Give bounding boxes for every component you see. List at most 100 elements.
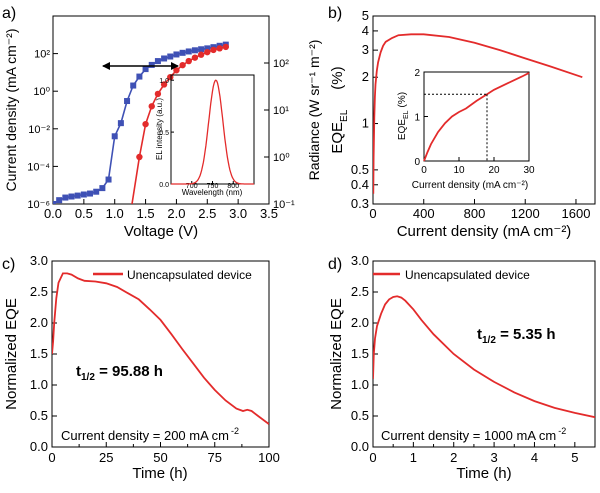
panel-c-ytick-label: 3.0 xyxy=(30,253,48,268)
panel-a-inset-ylabel: EL intensity (a.u.) xyxy=(155,98,164,160)
panel-c-ytick-label: 2.0 xyxy=(30,315,48,330)
panel-a-inset-xtick-label: 700 xyxy=(186,183,198,190)
panel-a-radiance-point xyxy=(148,103,155,110)
panel-a-ytick-label: 10⁻⁴ xyxy=(27,161,50,173)
panel-a-ytick-right-label: 10¹ xyxy=(273,105,289,117)
panel-d-lifetime-value: 5.35 h xyxy=(513,326,556,343)
panel-a-inset-xtick-label: 800 xyxy=(227,183,239,190)
panel-a-radiance-point xyxy=(136,153,143,161)
panel-b-inset-xtick-label: 0 xyxy=(421,165,427,176)
panel-a-chart: 0.0 0.5 1.0 1.5 2.0 2.5 3.0 3.5 10⁻⁶ 10⁻⁴ 10⁻² 10⁰ 1… xyxy=(3,15,322,240)
panel-a-current-line xyxy=(53,43,226,204)
panel-d-current-exp: -2 xyxy=(558,426,566,436)
panel-a-current-point xyxy=(53,201,56,204)
panel-a-ytick-label: 10⁻⁶ xyxy=(27,199,50,211)
panel-a-current-point xyxy=(161,55,168,62)
panel-a-xtick-label: 3.0 xyxy=(229,206,247,221)
panel-a-current-point xyxy=(198,46,205,53)
panel-b-ytick-label: 2 xyxy=(362,69,369,84)
panel-c-lifetime-value: 95.88 h xyxy=(112,363,163,380)
panel-a-xtick-label: 3.5 xyxy=(260,206,278,221)
panel-a-xtick-label: 0.5 xyxy=(75,206,93,221)
panel-a-current-point xyxy=(93,188,100,195)
panel-d-frame xyxy=(372,260,596,448)
panel-a-current-point xyxy=(62,194,69,201)
panel-d-ytick-label: 3.0 xyxy=(351,253,369,268)
panel-a-current-point xyxy=(204,45,211,52)
panel-b-xtick-label: 1600 xyxy=(562,206,591,221)
panel-a-inset-ytick-label: 0.0 xyxy=(159,182,169,189)
panel-c-xtick-label: 25 xyxy=(99,450,113,465)
panel-b-inset-frame xyxy=(423,71,530,162)
panel-a-current-point xyxy=(179,49,186,56)
panel-a-current-point xyxy=(191,47,198,54)
panel-d-eqe-line xyxy=(373,295,595,419)
panel-a-current-point xyxy=(87,190,94,197)
panel-d-ylabel: Normalized EQE xyxy=(328,298,345,410)
panel-a-radiance-point xyxy=(142,120,149,128)
panel-d-xtick-label: 0 xyxy=(369,450,376,465)
panel-b-inset-line xyxy=(423,72,530,162)
panel-d-ytick-label: 0.5 xyxy=(351,408,369,423)
panel-d-ytick-label: 1.0 xyxy=(351,377,369,392)
panel-d-current: Current density = 1000 mA cm -2 xyxy=(381,426,566,443)
panel-d-ytick-label: 2.5 xyxy=(351,284,369,299)
panel-a-current-point xyxy=(68,193,75,200)
panel-b-inset-ytick-label: 0 xyxy=(414,157,420,168)
panel-a-inset-spectrum xyxy=(171,79,254,185)
panel-d-letter: d) xyxy=(328,256,342,273)
panel-d-xtick-label: 1 xyxy=(410,450,417,465)
panel-d-xlabel: Time (h) xyxy=(456,465,511,482)
panel-b-xtick-label: 800 xyxy=(464,206,486,221)
panel-b-xtick-label: 1200 xyxy=(511,206,540,221)
panel-a-current-point xyxy=(56,197,63,204)
panel-c-xtick-label: 75 xyxy=(208,450,222,465)
panel-a-current-point xyxy=(80,191,87,198)
panel-d-ytick-label: 0.0 xyxy=(351,439,369,454)
panel-b-xtick-label: 400 xyxy=(413,206,435,221)
panel-c-ylabel: Normalized EQE xyxy=(3,298,20,410)
panel-a-ytick-label: 10⁰ xyxy=(33,86,50,98)
panel-a-radiance-point xyxy=(216,45,223,52)
panel-a-xtick-label: 1.0 xyxy=(106,206,124,221)
panel-a-inset-ytick-label: 0.5 xyxy=(159,130,169,137)
panel-b-ytick-label: 0.4 xyxy=(351,177,369,192)
panel-a-current-point xyxy=(148,61,155,68)
panel-c-chart: 0 25 50 75 100 0.0 0.5 1.0 1.5 2.0 2.5 3.0 Time (h)… xyxy=(3,253,280,482)
panel-a-radiance-point xyxy=(160,81,168,88)
panel-a-radiance-point xyxy=(173,67,180,74)
panel-a-radiance-point xyxy=(210,46,217,54)
panel-a-current-point xyxy=(99,185,106,192)
panel-d-legend-label: Unencapsulated device xyxy=(405,268,530,282)
panel-d-current-text: Current density = 1000 mA cm xyxy=(381,428,556,443)
panel-c-xlabel: Time (h) xyxy=(132,465,187,482)
panel-b-inset-ytick-label: 2 xyxy=(414,68,420,79)
panel-a-ytick-label: 10² xyxy=(34,49,50,61)
panel-d-ytick-label: 2.0 xyxy=(351,315,369,330)
panel-a-radiance-point xyxy=(197,51,205,58)
panel-a-radiance-point xyxy=(204,48,211,56)
panel-a-ytick-right-label: 10² xyxy=(273,58,289,70)
panel-a-xtick-label: 0.0 xyxy=(44,206,62,221)
panel-b-xtick-label: 0 xyxy=(369,206,376,221)
panel-b-letter: b) xyxy=(328,5,342,22)
panel-a-radiance-line xyxy=(131,46,226,204)
panel-c-frame xyxy=(51,260,270,448)
panel-b-ylabel-text: EQEEL(%) xyxy=(329,66,350,153)
panel-a-current-point xyxy=(130,82,137,89)
panel-b-inset-xtick-label: 30 xyxy=(523,165,535,176)
panel-b-ylabel: EQEEL(%) xyxy=(329,66,350,153)
panel-c-ytick-label: 2.5 xyxy=(30,284,48,299)
panel-d-xtick-label: 4 xyxy=(531,450,538,465)
panel-b-ytick-label: 0.5 xyxy=(351,162,369,177)
panel-b-inset-xtick-label: 10 xyxy=(453,165,465,176)
panel-b-ytick-label: 0.3 xyxy=(351,196,369,211)
panel-b-frame xyxy=(372,15,596,205)
panel-a-current-point xyxy=(74,192,81,199)
panel-a-current-point xyxy=(167,53,174,60)
panel-a-current-point xyxy=(111,133,118,140)
panel-d-lifetime: t1/2 = 5.35 h xyxy=(477,326,556,346)
panel-b-eqe-line xyxy=(373,33,583,194)
panel-b-ytick-label: 4 xyxy=(362,23,369,38)
